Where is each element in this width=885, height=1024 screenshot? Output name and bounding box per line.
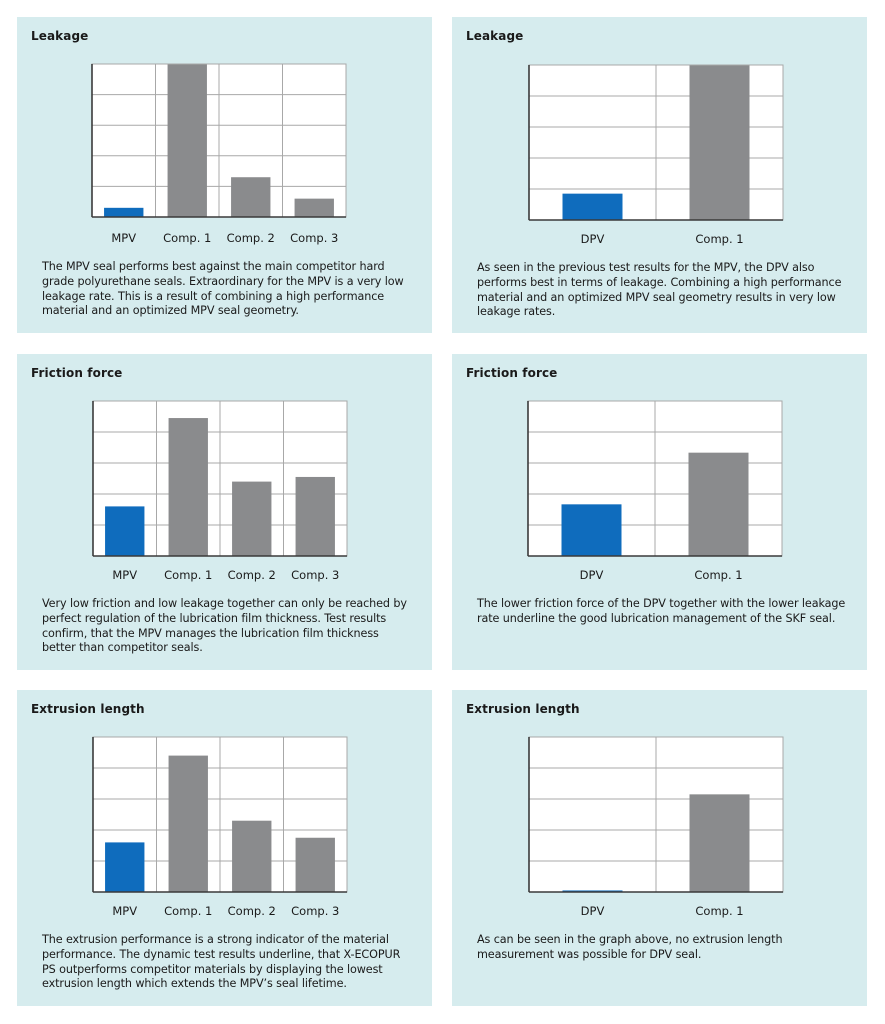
- bar-chart: MPV Comp. 1 Comp. 2 Comp. 3: [91, 63, 347, 245]
- x-tick-label: MPV: [112, 568, 137, 582]
- chart-panel: Extrusion length MPV Comp. 1 Comp. 2 Comp. 3…: [17, 690, 432, 1006]
- panel-caption: As can be seen in the graph above, no ex…: [477, 933, 783, 961]
- panel-caption: The lower friction force of the DPV toge…: [477, 597, 846, 625]
- bar-comp-3: [295, 837, 335, 892]
- x-tick-label: Comp. 1: [163, 231, 211, 245]
- bar-dpv: [562, 193, 623, 220]
- bar-comp-1: [167, 64, 207, 217]
- bar-mpv: [104, 207, 144, 217]
- x-tick-label: MPV: [112, 904, 137, 918]
- bar-comp-2: [231, 177, 271, 217]
- panel-title: Leakage: [31, 29, 89, 43]
- bar-mpv: [105, 506, 145, 556]
- bar-chart: DPV Comp. 1: [527, 400, 783, 582]
- bar-chart: DPV Comp. 1: [528, 64, 784, 246]
- x-tick-label: Comp. 2: [227, 231, 275, 245]
- x-tick-label: Comp. 3: [291, 568, 339, 582]
- bar-comp-2: [232, 820, 272, 892]
- bar-chart: MPV Comp. 1 Comp. 2 Comp. 3: [92, 736, 348, 918]
- bar-comp-2: [232, 481, 272, 556]
- x-tick-label: MPV: [111, 231, 136, 245]
- x-tick-label: Comp. 3: [291, 904, 339, 918]
- x-tick-label: Comp. 1: [694, 568, 742, 582]
- panel-caption: Very low friction and low leakage togeth…: [42, 597, 407, 655]
- panel-title: Extrusion length: [466, 702, 580, 716]
- panel-caption: The MPV seal performs best against the m…: [42, 260, 404, 318]
- panel-caption: As seen in the previous test results for…: [477, 261, 842, 319]
- x-tick-label: Comp. 2: [228, 568, 276, 582]
- chart-panel: Friction force MPV Comp. 1 Comp. 2 Comp. 3 Ve…: [17, 354, 432, 670]
- panel-title: Friction force: [466, 366, 558, 380]
- chart-panel: Leakage MPV Comp. 1 Comp. 2 Comp. 3 The MPV s…: [17, 17, 432, 333]
- bar-comp-3: [294, 198, 334, 217]
- bar-chart: DPV Comp. 1: [528, 736, 784, 918]
- x-tick-label: Comp. 1: [695, 904, 743, 918]
- bar-comp-1: [168, 755, 208, 892]
- x-tick-label: Comp. 2: [228, 904, 276, 918]
- bar-comp-1: [168, 418, 208, 556]
- chart-panel: Leakage DPV Comp. 1 As seen in the previous…: [452, 17, 867, 333]
- bar-comp-1: [689, 65, 750, 220]
- x-tick-label: Comp. 1: [164, 904, 212, 918]
- x-tick-label: Comp. 1: [695, 232, 743, 246]
- x-tick-label: DPV: [580, 568, 604, 582]
- panel-title: Friction force: [31, 366, 123, 380]
- x-tick-label: DPV: [581, 904, 605, 918]
- panel-caption: The extrusion performance is a strong in…: [42, 933, 401, 991]
- x-tick-label: Comp. 1: [164, 568, 212, 582]
- chart-panel: Extrusion length DPV Comp. 1 As can be seen…: [452, 690, 867, 1006]
- bar-mpv: [105, 842, 145, 892]
- bar-comp-1: [689, 794, 750, 892]
- x-tick-label: Comp. 3: [290, 231, 338, 245]
- panel-title: Extrusion length: [31, 702, 145, 716]
- x-tick-label: DPV: [581, 232, 605, 246]
- bar-comp-3: [295, 476, 335, 556]
- chart-panel: Friction force DPV Comp. 1 The lower fricti…: [452, 354, 867, 670]
- panel-title: Leakage: [466, 29, 524, 43]
- bar-dpv: [561, 504, 622, 556]
- bar-comp-1: [688, 452, 749, 556]
- bar-chart: MPV Comp. 1 Comp. 2 Comp. 3: [92, 400, 348, 582]
